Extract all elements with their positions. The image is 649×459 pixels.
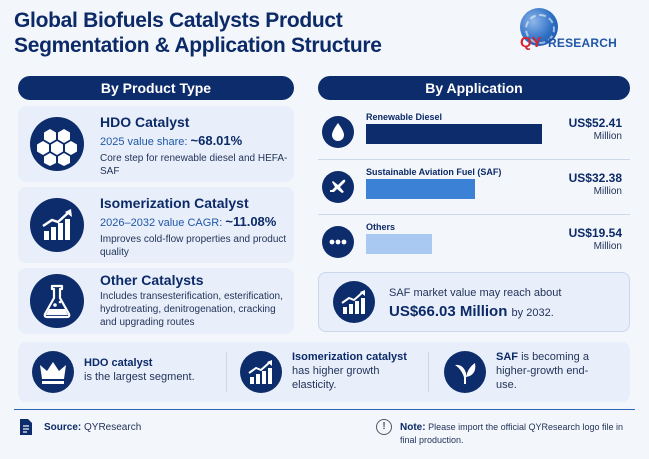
logo-research: RESEARCH — [548, 36, 617, 50]
page-title: Global Biofuels Catalysts Product Segmen… — [14, 8, 382, 58]
highlight-bold: SAF — [496, 351, 518, 363]
divider — [428, 352, 429, 392]
droplet-icon — [322, 116, 354, 148]
application-row-saf: Sustainable Aviation Fuel (SAF) US$32.38… — [318, 163, 630, 211]
forecast-amount: US$66.03 Million — [389, 303, 508, 320]
product-card-other: Other Catalysts Includes transesterifica… — [18, 268, 294, 334]
crown-icon — [32, 351, 74, 393]
application-label: Others — [366, 222, 396, 232]
highlight-text: SAF is becoming a higher-growth end-use. — [496, 350, 596, 392]
product-description: Includes transesterification, esterifica… — [100, 291, 283, 328]
highlight-item: SAF is becoming a higher-growth end-use. — [434, 342, 630, 402]
value-amount: US$19.54 — [568, 226, 622, 240]
highlight-rest: is the largest segment. — [84, 371, 195, 383]
product-name: Isomerization Catalyst — [100, 195, 249, 211]
globe-icon — [520, 8, 558, 46]
section-header-application: By Application — [318, 76, 630, 100]
document-icon — [18, 418, 34, 436]
value-unit: Million — [593, 131, 622, 142]
note-line: Note: Please import the official QYResea… — [400, 421, 632, 446]
application-value: US$52.41 Million — [569, 116, 622, 144]
highlight-item: HDO catalyst is the largest segment. — [22, 342, 222, 402]
source-line: Source: QYResearch — [44, 422, 141, 433]
logo-qy: QY — [520, 34, 542, 51]
highlight-bold: Isomerization catalyst — [292, 351, 407, 363]
airplane-icon — [322, 171, 354, 203]
highlight-text: HDO catalyst is the largest segment. — [84, 356, 214, 384]
divider — [318, 159, 630, 160]
application-value: US$32.38 Million — [569, 171, 622, 199]
value-unit: Million — [593, 241, 622, 252]
leaf-icon — [444, 351, 486, 393]
value-amount: US$52.41 — [568, 116, 622, 130]
application-bar — [366, 179, 475, 199]
footer-rule — [14, 409, 635, 410]
value-amount: US$32.38 — [568, 171, 622, 185]
note-label: Note: — [400, 422, 426, 433]
highlight-bold: HDO catalyst — [84, 357, 153, 369]
application-row-others: Others US$19.54 Million — [318, 218, 630, 266]
highlight-rest: is becoming a higher-growth end-use. — [496, 351, 589, 391]
product-card-isomerization: Isomerization Catalyst 2026–2032 value C… — [18, 187, 294, 263]
product-description: Core step for renewable diesel and HEFA-… — [100, 153, 288, 177]
hexagon-cluster-icon — [30, 117, 84, 171]
highlights-strip: HDO catalyst is the largest segment. Iso… — [18, 342, 630, 402]
divider — [226, 352, 227, 392]
title-line-1: Global Biofuels Catalysts Product — [14, 9, 343, 32]
forecast-suffix: by 2032. — [511, 307, 554, 319]
title-line-2: Segmentation & Application Structure — [14, 34, 382, 57]
application-bar — [366, 124, 542, 144]
source-value: QYResearch — [84, 422, 142, 433]
flask-icon — [30, 274, 84, 328]
application-bar — [366, 234, 432, 254]
value-unit: Million — [593, 186, 622, 197]
section-header-product-type: By Product Type — [18, 76, 294, 100]
metric-value: ~11.08% — [225, 214, 277, 229]
application-row-renewable-diesel: Renewable Diesel US$52.41 Million — [318, 108, 630, 156]
source-label: Source: — [44, 422, 82, 433]
note-text: Please import the official QYResearch lo… — [400, 422, 624, 445]
highlight-item: Isomerization catalyst has higher growth… — [230, 342, 430, 402]
highlight-rest: has higher growth elasticity. — [292, 365, 380, 391]
product-name: HDO Catalyst — [100, 114, 190, 130]
application-label: Sustainable Aviation Fuel (SAF) — [366, 167, 502, 177]
product-name: Other Catalysts — [100, 272, 204, 288]
more-dots-icon — [322, 226, 354, 258]
product-description: Improves cold-flow properties and produc… — [100, 234, 287, 258]
saf-forecast-callout: SAF market value may reach about US$66.0… — [318, 272, 630, 332]
growth-chart-icon — [240, 351, 282, 393]
metric-label: 2025 value share: — [100, 136, 188, 148]
highlight-text: Isomerization catalyst has higher growth… — [292, 350, 422, 392]
growth-chart-icon — [333, 281, 375, 323]
growth-chart-icon — [30, 198, 84, 252]
qyresearch-logo: QY RESEARCH — [520, 8, 638, 62]
product-metric: 2025 value share: ~68.01% — [100, 133, 242, 148]
forecast-value: US$66.03 Million by 2032. — [389, 303, 554, 320]
divider — [318, 214, 630, 215]
forecast-intro: SAF market value may reach about — [389, 287, 562, 299]
product-metric: 2026–2032 value CAGR: ~11.08% — [100, 214, 276, 229]
info-icon: ! — [376, 419, 392, 435]
product-card-hdo: HDO Catalyst 2025 value share: ~68.01% C… — [18, 106, 294, 182]
metric-value: ~68.01% — [190, 133, 243, 148]
application-value: US$19.54 Million — [569, 226, 622, 254]
application-label: Renewable Diesel — [366, 112, 443, 122]
metric-label: 2026–2032 value CAGR: — [100, 217, 223, 229]
